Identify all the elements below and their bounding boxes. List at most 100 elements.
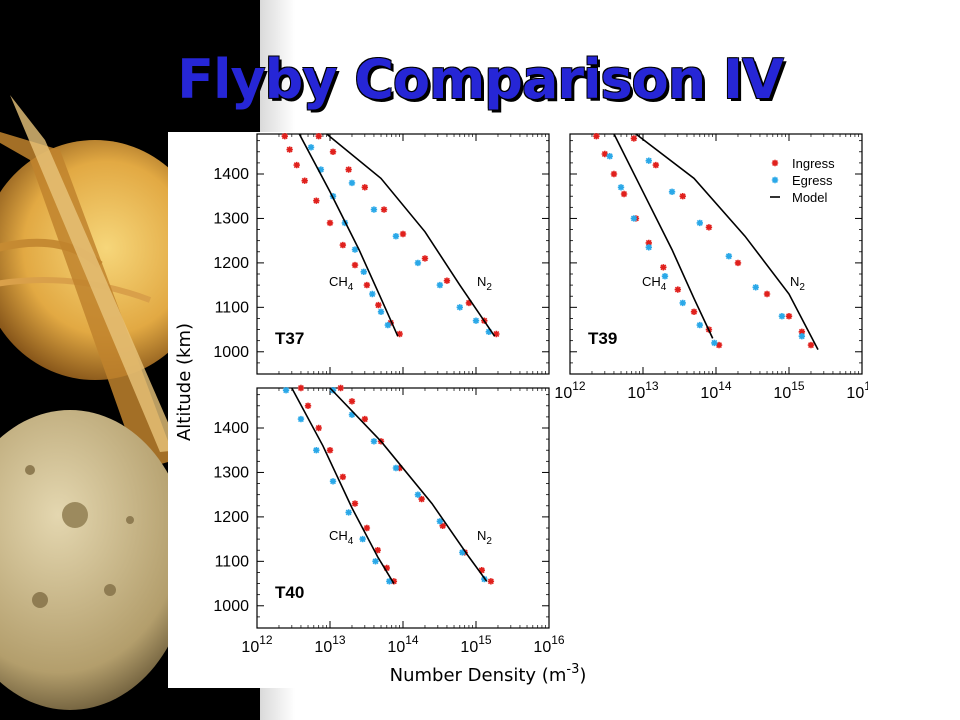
legend-label: Ingress: [792, 156, 835, 171]
ingress-point: [329, 148, 337, 155]
egress-point: [661, 273, 669, 280]
ingress-point: [421, 255, 429, 262]
egress-point: [377, 308, 385, 315]
ingress-point: [679, 193, 686, 200]
model-line: [291, 387, 395, 585]
ingress-point: [465, 299, 473, 307]
x-tick-label: 1012: [241, 633, 272, 656]
egress-point: [386, 578, 393, 585]
ingress-point: [734, 259, 742, 267]
y-tick-label: 1300: [213, 210, 249, 227]
ingress-point: [315, 424, 322, 432]
ingress-point: [387, 319, 394, 327]
ingress-point: [487, 578, 495, 585]
ingress-point: [383, 564, 391, 572]
chart: 1000 1100 1200 1300 1400 T37 CH4 N2 1012 1013 1014…: [174, 133, 868, 686]
egress-point: [436, 281, 444, 289]
egress-point: [752, 284, 759, 291]
egress-point: [778, 313, 786, 320]
ch4-label: CH4: [329, 528, 354, 547]
figure-panel: 1000 1100 1200 1300 1400 T37 CH4 N2 1012 1013 1014…: [168, 132, 868, 688]
egress-point: [725, 253, 733, 260]
legend-swatch-egress: [771, 176, 779, 184]
x-tick-label: 1012: [554, 379, 585, 402]
egress-point: [606, 153, 613, 160]
egress-point: [456, 304, 464, 311]
ingress-point: [315, 133, 322, 140]
panel-frame: [569, 133, 863, 375]
legend-swatch-ingress: [771, 159, 779, 167]
egress-point: [351, 246, 359, 253]
ingress-point: [380, 206, 388, 213]
legend-label: Model: [792, 190, 828, 205]
egress-point: [485, 328, 493, 335]
egress-point: [372, 558, 379, 565]
egress-point: [384, 321, 392, 329]
egress-point: [414, 259, 422, 267]
ingress-point: [374, 547, 381, 554]
ingress-point: [348, 398, 356, 405]
ingress-point: [478, 567, 485, 574]
egress-point: [307, 144, 315, 151]
ingress-point: [652, 161, 660, 169]
ingress-point: [690, 308, 698, 315]
model-line: [298, 133, 399, 337]
egress-point: [696, 219, 704, 227]
ingress-point: [610, 170, 618, 178]
ingress-point: [313, 197, 320, 204]
egress-point: [317, 166, 325, 173]
ch4-label: CH4: [329, 274, 354, 293]
x-tick-label: 1015: [460, 633, 491, 656]
x-axis-title: Number Density (m-3): [390, 662, 587, 686]
ingress-point: [674, 286, 682, 293]
ingress-point: [363, 281, 371, 289]
egress-point: [630, 215, 638, 222]
egress-point: [345, 509, 352, 516]
ingress-point: [339, 241, 347, 249]
y-tick-label: 1100: [215, 553, 250, 570]
ingress-point: [601, 150, 609, 158]
egress-point: [282, 387, 290, 394]
egress-point: [679, 299, 686, 307]
ingress-point: [630, 135, 638, 142]
x-tick-label: 1015: [773, 379, 804, 402]
ingress-point: [396, 464, 403, 472]
y-tick-label: 1300: [213, 464, 249, 481]
egress-point: [360, 268, 367, 275]
ingress-point: [339, 473, 347, 481]
ingress-point: [293, 161, 300, 169]
egress-point: [798, 333, 806, 340]
ingress-point: [297, 384, 305, 392]
n2-label: N2: [790, 274, 805, 293]
ingress-point: [620, 190, 628, 198]
model-line: [635, 133, 819, 350]
ingress-point: [361, 184, 369, 191]
ingress-point: [493, 330, 500, 338]
n2-label: N2: [477, 274, 492, 293]
ingress-point: [375, 301, 382, 309]
egress-point: [459, 549, 466, 556]
ingress-point: [443, 277, 451, 284]
panel-frame: [256, 133, 550, 375]
ingress-point: [807, 341, 815, 349]
y-tick-label: 1200: [213, 255, 249, 272]
y-tick-label: 1400: [213, 166, 249, 183]
y-tick-label: 1200: [213, 509, 249, 526]
model-line: [329, 387, 488, 582]
y-tick-label: 1000: [213, 344, 249, 361]
egress-point: [472, 317, 480, 324]
ingress-point: [418, 495, 425, 503]
egress-point: [414, 491, 422, 498]
ingress-point: [396, 330, 403, 338]
model-line: [326, 133, 496, 337]
ingress-point: [798, 328, 806, 335]
ingress-point: [645, 239, 652, 247]
panel-label: T40: [275, 583, 304, 602]
ingress-point: [593, 133, 600, 140]
ch4-label: CH4: [642, 274, 667, 293]
panel-label: T39: [588, 329, 617, 348]
ingress-point: [304, 402, 312, 409]
egress-point: [359, 535, 366, 543]
ingress-point: [390, 578, 398, 585]
